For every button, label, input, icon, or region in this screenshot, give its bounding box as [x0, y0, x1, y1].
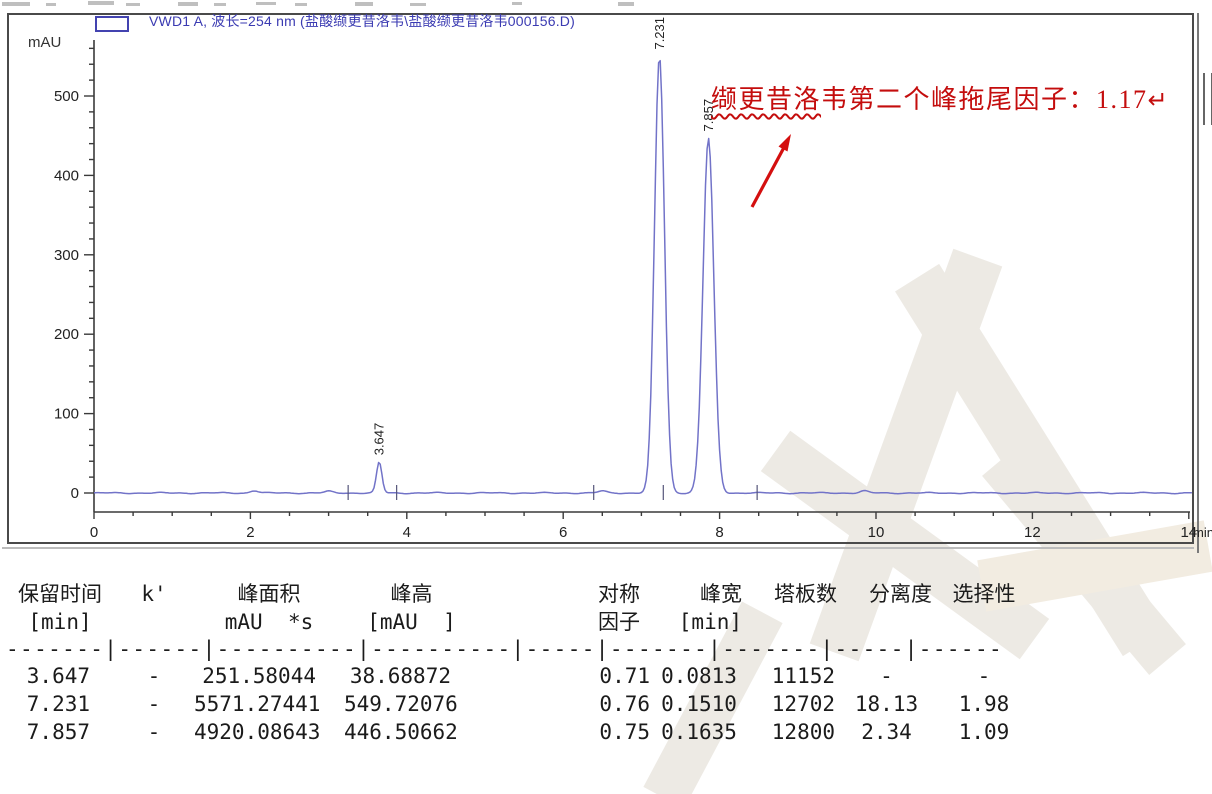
table-cell: 251.58044	[202, 664, 316, 688]
table-cell: 5571.27441	[194, 692, 321, 716]
table-header-cell	[114, 608, 194, 636]
table-header-cell: mAU *s	[224, 610, 314, 634]
table-cell: -	[880, 664, 893, 688]
table-cell: 0.76	[599, 692, 650, 716]
scan-fragment	[355, 2, 373, 6]
table-cell: 1.09	[958, 720, 1010, 744]
scan-fragment	[126, 3, 140, 6]
table-cell: 11152	[771, 664, 835, 688]
scan-fragment	[512, 2, 522, 5]
paragraph-return-mark: ↵	[1147, 88, 1170, 114]
table-header-cell: [mAU ]	[367, 610, 456, 634]
table-header-cell: 峰宽	[700, 582, 742, 606]
legend-swatch	[95, 16, 129, 32]
table-header-cell: 峰面积	[237, 582, 301, 606]
table-cell: 4920.08643	[194, 720, 321, 744]
y-axis-title: mAU	[28, 34, 62, 51]
table-header-cell	[839, 608, 934, 636]
table-cell: 18.13	[854, 692, 919, 716]
table-header-cell: k'	[141, 582, 167, 606]
table-cell: -	[147, 692, 161, 716]
table-cell: -	[147, 720, 161, 744]
table-header-cell: 选择性	[952, 582, 1016, 606]
scan-fragment	[618, 2, 634, 6]
scan-fragment	[88, 1, 114, 5]
table-cell: 3.647	[26, 664, 90, 688]
table-cell: 12702	[771, 692, 835, 716]
table-cell: 0.71	[599, 664, 650, 688]
table-separator: -------|------|----------|----------|---…	[6, 637, 1004, 661]
table-cell: -	[147, 664, 161, 688]
table-cell: 7.857	[26, 720, 90, 744]
table-row: 3.647 - 251.58044 38.68872 0.71 0.0813 11152 - -	[6, 662, 1046, 690]
arrow-head	[778, 134, 791, 152]
table-header-cell: 对称	[598, 582, 640, 606]
scan-fragment	[46, 3, 56, 6]
scan-fragment	[178, 2, 198, 6]
scan-fragment	[2, 2, 30, 6]
table-cell: 7.231	[26, 692, 90, 716]
scan-fragment	[256, 2, 276, 5]
scan-fragment	[410, 3, 426, 6]
table-header-units-row: [min] mAU *s [mAU ] 因子 [min]	[6, 608, 1046, 636]
annotation-arrow	[750, 134, 791, 208]
table-row: 7.231 - 5571.27441 549.72076 0.76 0.1510 12702…	[6, 690, 1046, 718]
legend-label: VWD1 A, 波长=254 nm (盐酸缬更昔洛韦\盐酸缬更昔洛韦000156…	[149, 13, 575, 29]
table-header-row: 保留时间 k' 峰面积 峰高 对称 峰宽 塔板数 分离度 选择性	[6, 580, 1046, 608]
table-header-cell: 保留时间	[18, 582, 102, 606]
table-header-cell: [min]	[678, 610, 742, 634]
annotation-underlined-text: 缬更昔洛	[711, 85, 822, 114]
table-header-cell: 分离度	[869, 582, 932, 606]
annotation-text: 韦第二个峰拖尾因子：1.17	[821, 85, 1148, 114]
table-cell: 2.34	[861, 720, 912, 744]
arrow-shaft	[750, 139, 790, 208]
table-header-cell: 塔板数	[774, 582, 837, 606]
plot-frame	[7, 13, 1194, 544]
table-cell: 549.72076	[344, 692, 458, 716]
table-cell: 1.98	[958, 692, 1010, 716]
scan-fragment	[295, 3, 307, 6]
table-header-cell	[934, 608, 1034, 636]
plot-frame-shadow	[2, 547, 1194, 549]
peak-results-table: 保留时间 k' 峰面积 峰高 对称 峰宽 塔板数 分离度 选择性 [min] mAU *s [mAU …	[6, 580, 1046, 746]
tailing-factor-annotation: 缬更昔洛韦第二个峰拖尾因子：1.17↵	[711, 79, 1169, 116]
table-cell: 0.1635	[661, 720, 737, 744]
table-header-cell: 因子	[598, 610, 640, 634]
table-cell: 38.68872	[349, 664, 451, 688]
table-cell: 0.0813	[661, 664, 737, 688]
table-cell: 446.50662	[344, 720, 458, 744]
table-header-cell	[744, 608, 839, 636]
text-cursor-bars	[1203, 73, 1212, 125]
table-header-cell: 峰高	[390, 582, 433, 606]
table-cell: 0.1510	[661, 692, 737, 716]
table-cell: -	[977, 664, 991, 688]
table-cell: 12800	[771, 720, 835, 744]
scan-fragment	[214, 3, 226, 6]
table-header-cell: [min]	[28, 610, 92, 634]
table-cell: 0.75	[599, 720, 650, 744]
table-row: 7.857 - 4920.08643 446.50662 0.75 0.1635 12800…	[6, 718, 1046, 746]
plot-frame-right-edge	[1197, 13, 1199, 553]
